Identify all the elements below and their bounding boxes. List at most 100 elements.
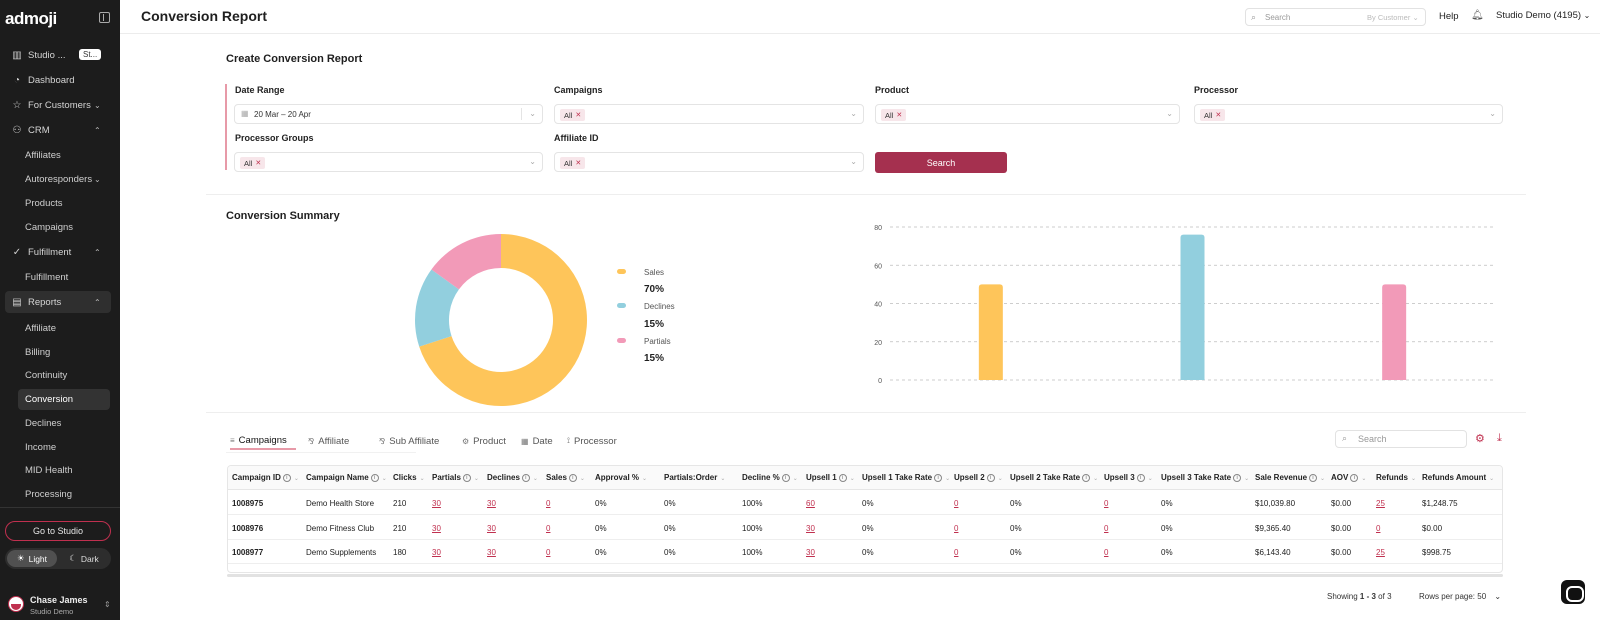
sort-icon[interactable]: ⌄ <box>419 476 425 482</box>
light-theme-button[interactable]: ☀ Light <box>7 550 57 567</box>
sidebar-item-report-processing[interactable]: Processing <box>25 489 72 500</box>
column-header[interactable]: Campaign ID i ⌄ <box>232 473 299 482</box>
sidebar-item-autoresponders[interactable]: Autoresponders ⌄ <box>18 169 110 190</box>
table-search-input[interactable]: ⌕ Search <box>1335 430 1467 448</box>
sidebar-item-report-affiliate[interactable]: Affiliate <box>25 323 56 334</box>
column-header[interactable]: Upsell 3 Take Rate i ⌄ <box>1161 473 1249 482</box>
info-icon[interactable]: i <box>1233 473 1242 482</box>
sort-icon[interactable]: ⌄ <box>642 476 648 482</box>
table-row[interactable]: 1008976 Demo Fitness Club 210 30 30 0 0% 0% 100%… <box>228 516 1502 540</box>
date-range-field[interactable]: ▦ 20 Mar – 20 Apr ⌄ <box>234 104 543 124</box>
sort-icon[interactable]: ⌄ <box>1411 476 1417 482</box>
table-cell-link[interactable]: 30 <box>487 548 496 557</box>
table-cell-link[interactable]: 0 <box>954 499 959 508</box>
table-cell-link[interactable]: 0 <box>546 523 551 533</box>
sort-icon[interactable]: ⌄ <box>1147 476 1153 482</box>
table-cell-link[interactable]: 0 <box>954 523 959 533</box>
remove-chip-icon[interactable]: ✕ <box>1215 112 1222 119</box>
table-cell-link[interactable]: 30 <box>432 548 441 557</box>
sort-icon[interactable]: ⌄ <box>579 476 585 482</box>
help-link[interactable]: Help <box>1439 11 1459 22</box>
settings-gear-icon[interactable]: ⚙ <box>1475 433 1485 445</box>
info-icon[interactable]: i <box>986 473 995 482</box>
sidebar-item-fulfillment[interactable]: ✓ Fulfillment ⌃ <box>0 241 120 263</box>
tab-sub-affiliate[interactable]: ⅋ Sub Affiliate <box>379 432 439 450</box>
sort-icon[interactable]: ⌄ <box>849 476 855 482</box>
column-header[interactable]: Campaign Name i ⌄ <box>306 473 387 482</box>
sort-icon[interactable]: ⌄ <box>1093 476 1099 482</box>
horizontal-scrollbar[interactable] <box>227 574 1503 577</box>
bell-icon[interactable]: 🔔︎ <box>1471 10 1484 21</box>
sidebar-item-report-continuity[interactable]: Continuity <box>25 370 68 381</box>
table-cell-link[interactable]: 25 <box>1376 548 1385 557</box>
column-header[interactable]: Refunds ⌄ <box>1376 473 1416 482</box>
sidebar-item-report-income[interactable]: Income <box>25 442 57 453</box>
dark-theme-button[interactable]: ☾ Dark <box>59 550 109 567</box>
info-icon[interactable]: i <box>568 473 577 482</box>
sort-icon[interactable]: ⌄ <box>720 476 726 482</box>
go-to-studio-button[interactable]: Go to Studio <box>5 521 111 541</box>
sort-icon[interactable]: ⌄ <box>532 476 538 482</box>
collapse-sidebar-icon[interactable] <box>99 12 110 23</box>
table-cell-link[interactable]: 30 <box>806 523 815 533</box>
info-icon[interactable]: i <box>370 473 379 482</box>
table-row[interactable]: 1008977 Demo Supplements 180 30 30 0 0% 0% 100% 3… <box>228 540 1502 564</box>
sort-icon[interactable]: ⌄ <box>473 476 479 482</box>
sidebar-item-affiliates[interactable]: Affiliates <box>25 150 61 161</box>
sort-icon[interactable]: ⌄ <box>381 476 387 482</box>
sort-icon[interactable]: ⌄ <box>1361 476 1367 482</box>
remove-chip-icon[interactable]: ✕ <box>575 112 582 119</box>
column-header[interactable]: Partials:Order ⌄ <box>664 473 725 482</box>
sort-icon[interactable]: ⌄ <box>1320 476 1326 482</box>
remove-chip-icon[interactable]: ✕ <box>896 112 903 119</box>
column-header[interactable]: Clicks ⌄ <box>393 473 425 482</box>
table-cell-link[interactable]: 0 <box>546 499 551 508</box>
chat-support-icon[interactable] <box>1561 580 1585 604</box>
table-cell-link[interactable]: 30 <box>487 523 496 533</box>
table-cell-link[interactable]: 0 <box>1104 523 1109 533</box>
info-icon[interactable]: i <box>781 473 790 482</box>
column-header[interactable]: Sales i ⌄ <box>546 473 585 482</box>
processor-groups-select[interactable]: All ✕ ⌄ <box>234 152 543 172</box>
sort-icon[interactable]: ⌄ <box>997 476 1003 482</box>
sidebar-item-report-mid-health[interactable]: MID Health <box>25 465 73 476</box>
info-icon[interactable]: i <box>282 473 291 482</box>
user-menu[interactable]: Chase James Studio Demo ⇕ <box>0 592 120 620</box>
info-icon[interactable]: i <box>838 473 847 482</box>
column-header[interactable]: Partials i ⌄ <box>432 473 479 482</box>
table-cell-link[interactable]: 30 <box>806 548 815 557</box>
info-icon[interactable]: i <box>521 473 530 482</box>
sidebar-item-reports[interactable]: ▤ Reports ⌃ <box>5 291 111 313</box>
sidebar-item-crm[interactable]: ⚇ CRM ⌃ <box>0 119 120 141</box>
column-header[interactable]: Upsell 2 i ⌄ <box>954 473 1003 482</box>
column-header[interactable]: Refunds Amount ⌄ <box>1422 473 1494 482</box>
campaigns-select[interactable]: All ✕ ⌄ <box>554 104 864 124</box>
column-header[interactable]: Upsell 1 i ⌄ <box>806 473 855 482</box>
column-header[interactable]: Sale Revenue i ⌄ <box>1255 473 1325 482</box>
sort-icon[interactable]: ⌄ <box>1489 476 1495 482</box>
tab-product[interactable]: ⚙ Product <box>462 432 506 450</box>
sort-icon[interactable]: ⌄ <box>945 476 951 482</box>
global-search-input[interactable]: ⌕ Search By Customer ⌄ <box>1245 8 1426 26</box>
sidebar-item-campaigns[interactable]: Campaigns <box>25 222 74 233</box>
search-scope-select[interactable]: By Customer ⌄ <box>1367 13 1419 22</box>
info-icon[interactable]: i <box>934 473 943 482</box>
table-cell-link[interactable]: 0 <box>546 548 551 557</box>
tab-date[interactable]: ▦ Date <box>521 432 553 450</box>
sidebar-item-fulfillment-sub[interactable]: Fulfillment <box>25 272 69 283</box>
info-icon[interactable]: i <box>1082 473 1091 482</box>
table-row[interactable]: 1008975 Demo Health Store 210 30 30 0 0% 0% 100%… <box>228 491 1502 515</box>
column-header[interactable]: Decline % i ⌄ <box>742 473 798 482</box>
affiliate-id-select[interactable]: All ✕ ⌄ <box>554 152 864 172</box>
column-header[interactable]: Declines i ⌄ <box>487 473 538 482</box>
sidebar-item-report-declines[interactable]: Declines <box>25 418 62 429</box>
sidebar-item-dashboard[interactable]: ◔ Dashboard <box>0 69 120 91</box>
processor-select[interactable]: All ✕ ⌄ <box>1194 104 1503 124</box>
account-menu[interactable]: Studio Demo (4195) ⌄ <box>1496 10 1590 21</box>
rows-per-page-select[interactable]: Rows per page: 50 ⌄ <box>1419 592 1501 601</box>
column-header[interactable]: Approval % ⌄ <box>595 473 647 482</box>
table-cell-link[interactable]: 30 <box>432 499 441 508</box>
remove-chip-icon[interactable]: ✕ <box>255 160 262 167</box>
table-cell-link[interactable]: 25 <box>1376 499 1385 508</box>
sort-icon[interactable]: ⌄ <box>1244 476 1250 482</box>
